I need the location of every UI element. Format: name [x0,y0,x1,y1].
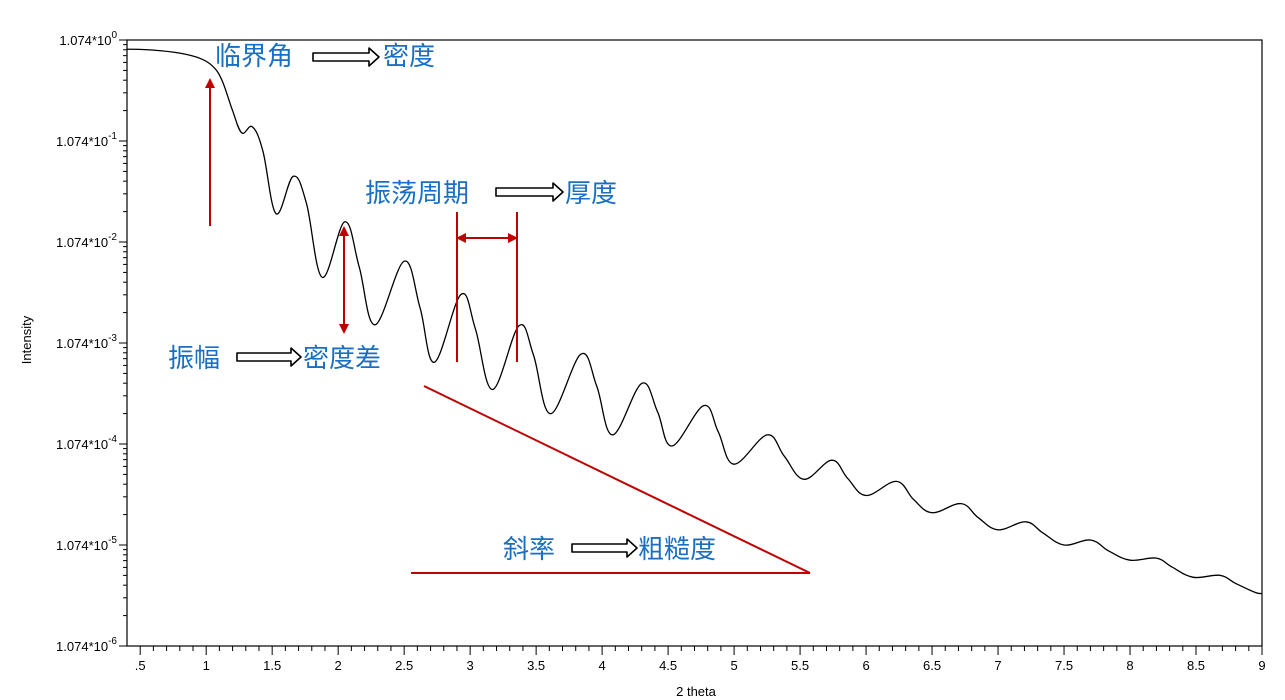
amplitude-annotation: 振幅 密度差 [168,344,381,374]
x-tick-label: 3 [467,658,474,673]
y-tick-label: 1.074*10-3 [56,333,117,351]
oscillation-period-label: 振荡周期 [365,179,469,209]
period-marker [456,212,518,362]
x-tick-label: 9 [1258,658,1265,673]
x-tick-label: 1.5 [263,658,281,673]
y-tick-label: 1.074*10-6 [56,636,117,654]
x-tick-label: 5 [730,658,737,673]
x-tick-label: 2 [335,658,342,673]
x-tick-label: 2.5 [395,658,413,673]
slope-label: 斜率 [503,535,555,565]
x-tick-label: 8.5 [1187,658,1205,673]
x-axis-title: 2 theta [676,684,717,699]
density-label: 密度 [383,42,435,72]
critical-angle-label: 临界角 [215,42,293,72]
right-arrow-icon [236,347,302,367]
x-tick-label: 7.5 [1055,658,1073,673]
y-tick-label: 1.074*10-5 [56,535,117,553]
x-tick-label: 8 [1126,658,1133,673]
right-arrow-icon [312,47,380,67]
x-tick-label: .5 [135,658,146,673]
x-tick-label: 4.5 [659,658,677,673]
x-axis: .5 1 1.5 2 2.5 3 3.5 4 4.5 5 5.5 6 6.5 7 7.5 8 8.5 9 [135,646,1266,673]
critical-angle-annotation: 临界角 密度 [215,42,435,72]
right-arrow-icon [571,538,638,558]
y-tick-label: 1.074*10-2 [56,232,117,250]
x-tick-label: 5.5 [791,658,809,673]
y-axis: 1.074*100 1.074*10-1 1.074*10-2 1.074*10-3 1… [56,30,127,654]
slope-triangle [411,385,811,574]
y-tick-label: 1.074*100 [59,30,117,48]
slope-annotation: 斜率 粗糙度 [503,535,716,565]
x-tick-label: 6 [862,658,869,673]
y-tick-label: 1.074*10-1 [56,131,117,149]
x-tick-label: 3.5 [527,658,545,673]
data-points [126,48,1264,595]
y-axis-title: Intensity [19,315,34,364]
period-annotation: 振荡周期 厚度 [365,179,617,209]
x-tick-label: 4 [598,658,605,673]
roughness-label: 粗糙度 [638,535,716,565]
amplitude-label: 振幅 [168,344,220,374]
density-difference-label: 密度差 [303,344,381,374]
y-tick-label: 1.074*10-4 [56,434,117,452]
x-tick-label: 1 [203,658,210,673]
right-arrow-icon [495,182,564,202]
intensity-curve [126,48,1263,595]
x-tick-label: 6.5 [923,658,941,673]
thickness-label: 厚度 [565,179,617,209]
x-tick-label: 7 [994,658,1001,673]
